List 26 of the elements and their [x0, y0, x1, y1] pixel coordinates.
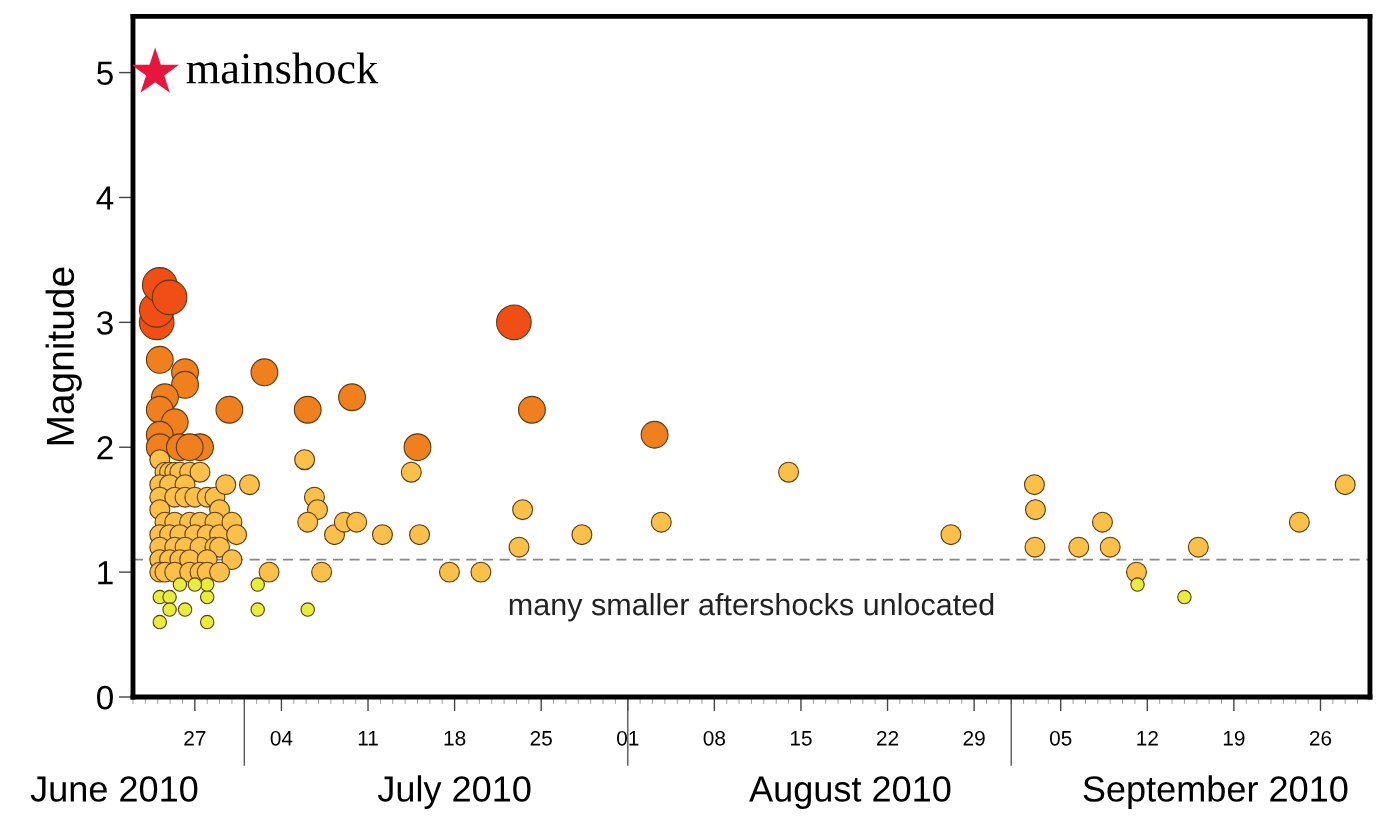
- text: July 2010: [377, 775, 531, 809]
- series-label: mainshock: [186, 52, 379, 84]
- y-tick-label: 1: [98, 561, 113, 585]
- x-tick-label: 26: [1309, 730, 1332, 746]
- x-tick-label: 29: [963, 730, 985, 746]
- y-tick-label: 0: [97, 685, 113, 710]
- text: September 2010: [1083, 775, 1348, 809]
- y-tick-label: 4: [96, 186, 114, 210]
- y-tick-label: 2: [97, 436, 113, 460]
- x-tick-label: 27: [184, 730, 206, 746]
- x-tick-label: 11: [358, 731, 378, 746]
- ref-line-label: many smaller aftershocks unlocated: [509, 592, 994, 622]
- x-tick-label: 18: [444, 730, 466, 746]
- x-tick-label: 22: [877, 730, 899, 746]
- x-tick-label: 08: [703, 730, 726, 746]
- x-tick-label: 05: [1049, 730, 1072, 746]
- y-tick-label: 3: [96, 311, 113, 335]
- x-tick-label: 25: [530, 730, 552, 746]
- text: June 2010: [30, 776, 198, 802]
- x-tick-label: 15: [790, 731, 812, 746]
- x-tick-label: 19: [1223, 730, 1245, 746]
- x-tick-label: 04: [270, 730, 293, 746]
- text: August 2010: [749, 776, 951, 809]
- x-tick-label: 12: [1137, 730, 1158, 746]
- y-axis-title: Magnitude: [45, 267, 82, 445]
- y-tick-label: 5: [97, 61, 113, 85]
